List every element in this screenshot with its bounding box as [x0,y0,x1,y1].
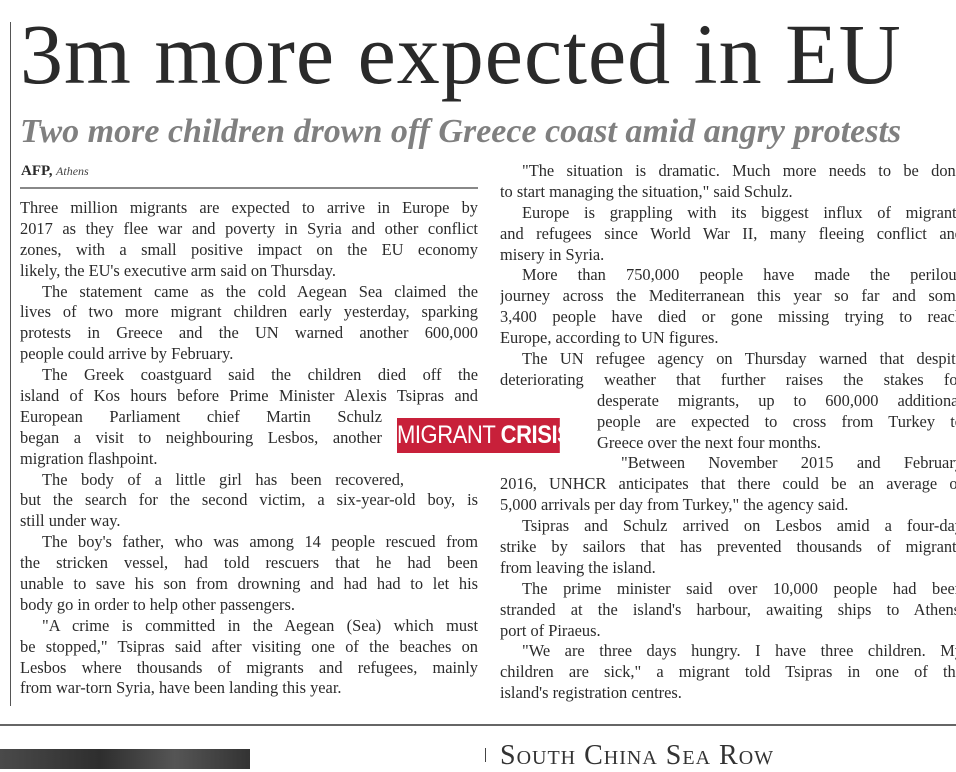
text-line: The prime minister said over 10,000 peop… [522,578,956,598]
text-line: "A crime is committed in the Aegean (Sea… [42,615,478,635]
section-divider [0,724,956,726]
text-line: from war-torn Syria, have been landing t… [20,678,342,698]
text-line: 2017 as they flee war and poverty in Syr… [20,218,478,238]
text-line: The Greek coastguard said the children d… [42,365,478,385]
text-line: be stopped," Tsipras said after visiting… [20,636,478,656]
text-line: The UN refugee agency on Thursday warned… [522,349,956,369]
text-line: Lesbos where thousands of migrants and r… [20,657,478,677]
byline-location: Athens [56,164,89,178]
text-line: "Between November 2015 and February [621,453,956,473]
text-line: 5,000 arrivals per day from Turkey," the… [500,495,849,515]
text-line: people could arrive by February. [20,344,234,364]
text-line: The body of a little girl has been recov… [42,469,404,489]
text-line: lives of two more migrant children early… [20,302,478,322]
article-column-right: "The situation is dramatic. Much more ne… [500,161,956,704]
text-line: journey across the Mediterranean this ye… [500,286,956,306]
column-rule [10,22,11,706]
next-article-headline: South China Sea Row [500,740,775,771]
text-line: still under way. [20,511,121,531]
byline: AFP, Athens [21,163,89,180]
text-line: to start managing the situation," said S… [500,181,793,201]
callout-part1: MIGRANT [397,421,495,449]
text-line: The boy's father, who was among 14 peopl… [42,532,478,552]
text-line: likely, the EU's executive arm said on T… [20,260,336,280]
text-line: deteriorating weather that further raise… [500,369,956,389]
byline-divider [20,187,478,189]
text-line: but the search for the second victim, a … [20,490,478,510]
text-line: misery in Syria. [500,244,605,264]
byline-agency: AFP, [21,163,53,179]
text-line: island of Kos hours before Prime Ministe… [20,386,478,406]
text-line: port of Piraeus. [500,620,601,640]
text-line: began a visit to neighbouring Lesbos, an… [20,427,382,447]
text-line: desperate migrants, up to 600,000 additi… [597,390,956,410]
text-line: 2016, UNHCR anticipates that there could… [500,474,956,494]
text-line: Europe, according to UN figures. [500,328,719,348]
text-line: zones, with a small positive impact on t… [20,239,478,259]
text-line: Europe is grappling with its biggest inf… [522,202,956,222]
text-line: Three million migrants are expected to a… [20,198,478,217]
text-line: European Parliament chief Martin Schulz [20,406,382,426]
text-line: The statement came as the cold Aegean Se… [42,281,478,301]
text-line: migration flashpoint. [20,448,158,468]
text-line: people are expected to cross from Turkey… [597,411,956,431]
migrant-crisis-callout: MIGRANT CRISIS [397,418,572,453]
text-line: body go in order to help other passenger… [20,594,295,614]
text-line: the stricken vessel, had told rescuers t… [20,553,478,573]
headline: 3m more expected in EU [20,6,902,102]
column-rule-bottom [485,748,486,762]
text-line: Greece over the next four months. [597,432,821,452]
text-line: island's registration centres. [500,683,682,703]
text-line: and refugees since World War II, many fl… [500,223,956,243]
callout-part2: CRISIS [500,421,572,449]
text-line: Tsipras and Schulz arrived on Lesbos ami… [522,516,956,536]
text-line: unable to save his son from drowning and… [20,574,478,594]
article-column-left: Three million migrants are expected to a… [20,198,478,699]
text-line: stranded at the island's harbour, awaiti… [500,599,956,619]
article-photo [0,749,250,769]
text-line: strike by sailors that has prevented tho… [500,537,956,557]
text-line: from leaving the island. [500,557,656,577]
text-line: More than 750,000 people have made the p… [522,265,956,285]
text-line: 3,400 people have died or gone missing t… [500,307,956,327]
text-line: "The situation is dramatic. Much more ne… [522,161,956,180]
text-line: children are sick," a migrant told Tsipr… [500,662,956,682]
text-line: "We are three days hungry. I have three … [522,641,956,661]
text-line: protests in Greece and the UN warned ano… [20,323,478,343]
subheadline: Two more children drown off Greece coast… [20,113,902,150]
